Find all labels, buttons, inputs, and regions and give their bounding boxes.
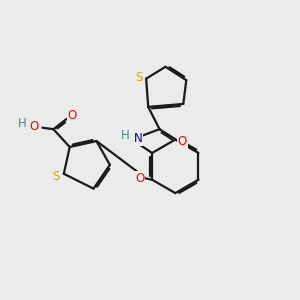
Text: H: H — [18, 117, 27, 130]
Text: O: O — [29, 120, 39, 133]
Text: S: S — [135, 71, 142, 84]
Text: O: O — [178, 135, 187, 148]
Text: O: O — [68, 109, 77, 122]
Text: O: O — [135, 172, 144, 185]
Text: H: H — [120, 129, 129, 142]
Text: S: S — [53, 170, 60, 183]
Text: N: N — [134, 132, 142, 145]
